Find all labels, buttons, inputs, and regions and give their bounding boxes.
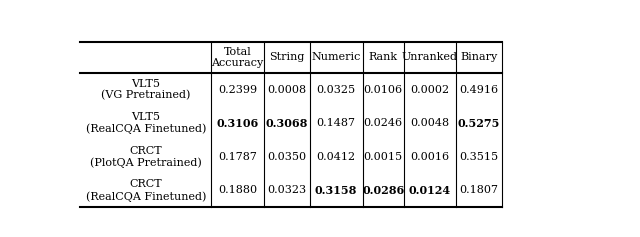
Text: 0.3158: 0.3158: [315, 185, 357, 196]
Text: 0.3068: 0.3068: [266, 118, 308, 129]
Text: Rank: Rank: [369, 52, 398, 62]
Text: Binary: Binary: [460, 52, 498, 62]
Text: 0.5275: 0.5275: [458, 118, 500, 129]
Text: 0.1880: 0.1880: [218, 186, 257, 196]
Text: 0.0124: 0.0124: [409, 185, 451, 196]
Text: 0.0323: 0.0323: [267, 186, 306, 196]
Text: 0.3106: 0.3106: [216, 118, 259, 129]
Text: 0.0016: 0.0016: [410, 152, 449, 162]
Text: 0.0412: 0.0412: [317, 152, 356, 162]
Text: 0.0015: 0.0015: [364, 152, 403, 162]
Text: 0.0048: 0.0048: [410, 118, 449, 128]
Text: Numeric: Numeric: [312, 52, 361, 62]
Text: CRCT
(RealCQA Finetuned): CRCT (RealCQA Finetuned): [86, 179, 206, 202]
Text: 0.0002: 0.0002: [410, 85, 449, 95]
Text: 0.1807: 0.1807: [460, 186, 499, 196]
Text: 0.0106: 0.0106: [364, 85, 403, 95]
Text: 0.0286: 0.0286: [362, 185, 404, 196]
Text: Unranked: Unranked: [402, 52, 458, 62]
Text: 0.0008: 0.0008: [267, 85, 306, 95]
Text: Total
Accuracy: Total Accuracy: [211, 47, 264, 68]
Text: 0.0350: 0.0350: [267, 152, 306, 162]
Text: 0.0246: 0.0246: [364, 118, 403, 128]
Text: 0.1787: 0.1787: [218, 152, 257, 162]
Text: VLT5
(RealCQA Finetuned): VLT5 (RealCQA Finetuned): [86, 112, 206, 134]
Text: 0.1487: 0.1487: [317, 118, 356, 128]
Text: 0.2399: 0.2399: [218, 85, 257, 95]
Text: 0.4916: 0.4916: [460, 85, 499, 95]
Text: 0.0325: 0.0325: [317, 85, 356, 95]
Text: CRCT
(PlotQA Pretrained): CRCT (PlotQA Pretrained): [90, 146, 202, 168]
Text: 0.3515: 0.3515: [460, 152, 499, 162]
Text: String: String: [269, 52, 304, 62]
Text: VLT5
(VG Pretrained): VLT5 (VG Pretrained): [101, 78, 191, 100]
